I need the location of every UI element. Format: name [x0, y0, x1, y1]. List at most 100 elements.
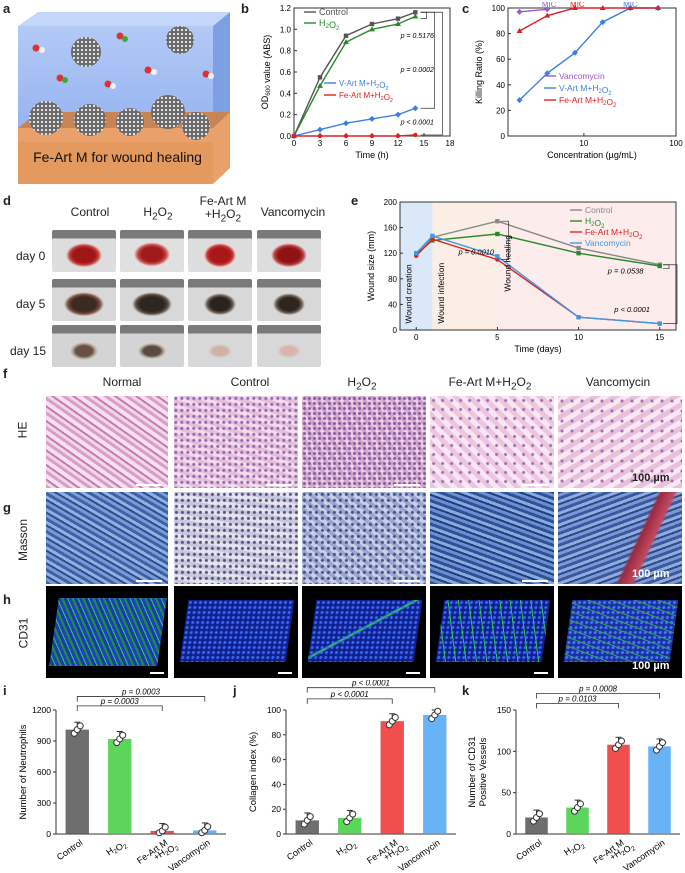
y-tick-label: 60 — [496, 55, 505, 64]
wound-photo — [120, 279, 184, 321]
p-value-label: p < 0.0001 — [400, 119, 434, 126]
data-point — [349, 810, 357, 818]
scale-bar — [278, 672, 292, 674]
masson-image-vancomycin — [558, 492, 682, 584]
x-tick-label: +H2O2 — [382, 839, 412, 866]
x-tick-label: 10 — [579, 139, 588, 148]
p-value-label: p = 0.0002 — [400, 67, 434, 74]
row-label-he: HE — [15, 421, 30, 439]
x-tick-label: +H2O2 — [608, 839, 638, 866]
chart-e-wound-size: 0 40 80 120 160 200 0 5 10 15 Time (days) Wound siz… — [366, 198, 678, 354]
scale-bar — [394, 484, 420, 486]
panel-label-a: a — [3, 1, 11, 16]
significance-bracket — [500, 220, 510, 260]
data-point — [495, 231, 500, 237]
phase-label: Wound infection — [436, 263, 446, 324]
bar — [566, 807, 589, 834]
data-point — [576, 245, 581, 251]
row-label-day-5: day 5 — [16, 297, 46, 311]
scale-bar — [266, 484, 292, 486]
data-point — [291, 133, 297, 139]
x-tick-label: H2O2 — [334, 837, 359, 861]
y-tick-label: 900 — [37, 736, 51, 746]
scale-bar — [406, 672, 420, 674]
y-tick-label: 0.6 — [280, 68, 292, 77]
y-tick-label: 40 — [272, 779, 282, 789]
data-point — [369, 133, 375, 139]
data-point — [413, 132, 418, 138]
p-value-label: p < 0.0001 — [613, 305, 650, 314]
x-tick-label: 100 — [669, 139, 683, 148]
wound-photo — [52, 325, 116, 367]
bar — [648, 746, 671, 834]
scale-bar-label: 100 µm — [632, 660, 670, 672]
legend-label: V-Art M+H2O2 — [339, 79, 389, 92]
series-line — [293, 15, 416, 137]
phase-label: Wound creation — [403, 264, 413, 324]
data-point — [544, 70, 551, 77]
scale-bar — [534, 672, 548, 674]
significance-bracket — [420, 11, 435, 109]
data-point — [576, 251, 581, 256]
histology-column-fe-art-m-h2o2: Fe-Art M+H2O2 — [448, 375, 532, 393]
x-tick-label: 5 — [495, 333, 500, 342]
scale-bar — [266, 580, 292, 582]
plot-frame — [399, 201, 677, 331]
data-point — [343, 33, 349, 38]
y-axis-label: Positive Vessels — [478, 737, 489, 806]
phase-label: Wound healing — [502, 235, 512, 292]
cd31-image-normal — [46, 586, 168, 678]
scale-bar-label: 100 µm — [632, 568, 670, 580]
data-point — [369, 21, 375, 27]
bar — [108, 738, 132, 834]
y-tick-label: 0 — [393, 326, 398, 335]
x-tick-label: Control — [55, 837, 85, 862]
significance-bracket — [306, 698, 393, 704]
data-point — [369, 115, 375, 122]
panel-label-f: f — [3, 366, 8, 381]
x-tick-label: Vancomycin — [397, 837, 442, 873]
cd31-image-h2o2 — [302, 586, 426, 678]
y-axis-label: Killing Ratio (%) — [474, 40, 484, 104]
p-value-label: p = 0.0008 — [578, 684, 618, 693]
he-image-h2o2 — [302, 396, 426, 488]
y-tick-label: 80 — [496, 30, 505, 39]
masson-image-control — [174, 492, 298, 584]
y-tick-label: 0.0 — [280, 132, 292, 141]
legend-label: Fe-Art M+H2O2 — [339, 91, 393, 104]
panel-label-k: k — [462, 683, 470, 698]
y-tick-label: 150 — [497, 705, 511, 715]
x-tick-label: 0 — [292, 139, 297, 148]
y-tick-label: 100 — [497, 746, 511, 756]
p-value-label: p = 0.0103 — [557, 694, 597, 703]
x-tick-label: 10 — [574, 333, 583, 342]
data-point — [576, 315, 581, 320]
x-tick-label: 12 — [394, 139, 403, 148]
data-point — [536, 810, 543, 818]
masson-image-normal — [46, 492, 168, 584]
row-label-masson: Masson — [16, 518, 31, 562]
data-point — [495, 254, 500, 259]
y-tick-label: 100 — [492, 4, 506, 13]
row-label-day-15: day 15 — [10, 344, 47, 358]
data-point — [430, 233, 435, 239]
y-tick-label: 120 — [384, 249, 398, 258]
y-tick-label: 160 — [384, 224, 398, 233]
y-tick-label: 0 — [501, 132, 506, 141]
y-tick-label: 60 — [272, 755, 282, 765]
data-point — [306, 813, 314, 821]
wound-photo — [188, 230, 252, 272]
chart-j-collagen-index: 0 20 40 60 80 100 Collagen index (%) Control H2O… — [248, 680, 456, 873]
wound-photo — [257, 325, 321, 367]
data-point — [414, 251, 419, 256]
x-tick-label: 9 — [370, 139, 375, 148]
wound-photo — [257, 230, 321, 272]
x-tick-label: Vancomycin — [621, 837, 666, 873]
data-point — [618, 737, 625, 745]
series-line — [293, 11, 416, 137]
bar — [607, 744, 630, 834]
legend-label: H2O2 — [585, 216, 604, 230]
data-point — [655, 5, 662, 10]
panel-label-b: b — [241, 1, 249, 16]
